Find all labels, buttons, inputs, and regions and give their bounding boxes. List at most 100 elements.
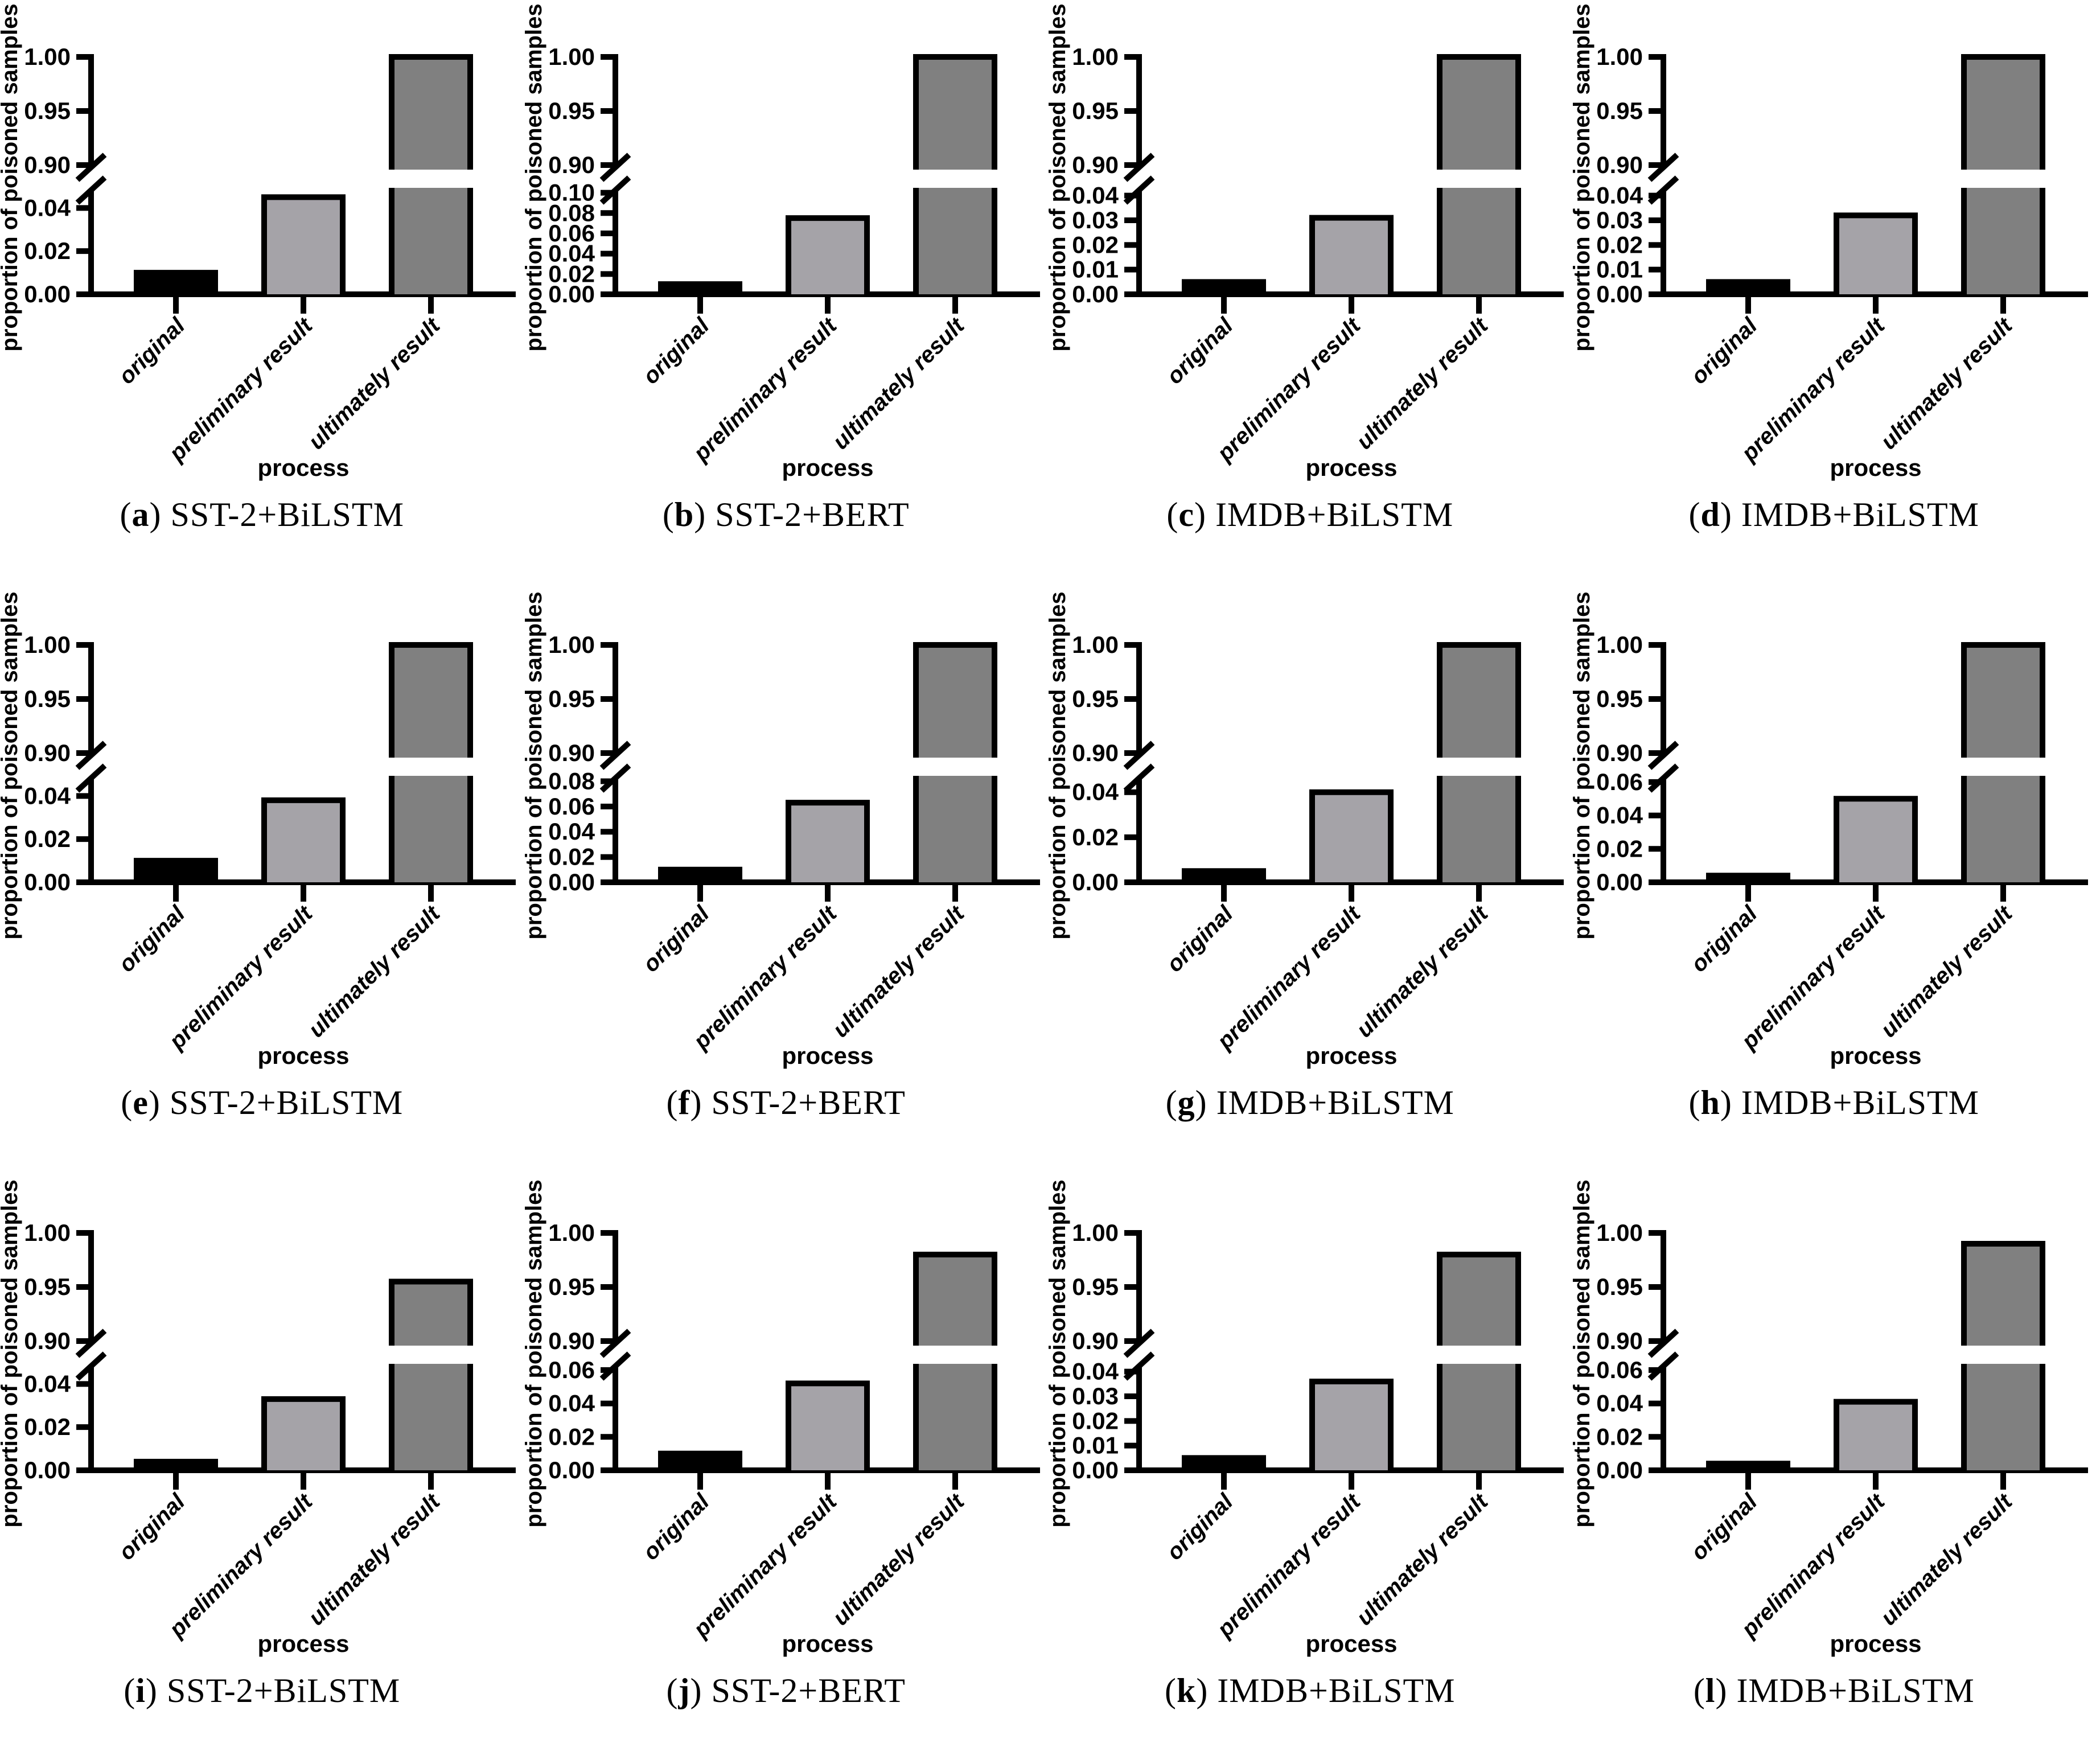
chart-cell: 0.90 0.95 1.00 0.00 0.02 0.04 original prelimin…: [0, 1176, 524, 1764]
y-tick-label: 0.02: [1596, 835, 1643, 862]
y-tick-label: 0.95: [1072, 1273, 1119, 1300]
x-tick-label: ultimately result: [1352, 1488, 1494, 1630]
y-tick-label: 0.02: [1072, 1407, 1119, 1434]
bar-ultimately-result-lower: [1440, 188, 1519, 294]
y-tick-label: 0.90: [24, 1327, 71, 1354]
caption-title: IMDB+BiLSTM: [1741, 1084, 1980, 1121]
bar-original-outline: [657, 281, 742, 294]
bar-preliminary-result-outline: [1833, 1399, 1918, 1470]
chart-caption: (l) IMDB+BiLSTM: [1693, 1672, 1975, 1709]
x-tick-label: preliminary result: [688, 1488, 842, 1642]
bar-ultimately-result-upper: [1963, 1244, 2042, 1346]
y-axis-title: proportion of poisoned samples: [524, 591, 546, 939]
bar-ultimately-result-lower: [1963, 188, 2042, 294]
x-tick-label: preliminary result: [1736, 1488, 1890, 1642]
y-tick-label: 1.00: [548, 1219, 595, 1246]
bar-preliminary-result: [788, 218, 867, 294]
bar-preliminary-result: [1312, 217, 1391, 294]
bar-preliminary-result-outline: [1309, 1379, 1394, 1470]
x-axis-title: process: [258, 1630, 350, 1657]
bar-preliminary-result-outline: [785, 800, 870, 882]
caption-title: SST-2+BERT: [711, 1672, 906, 1709]
bar-ultimately-result-lower: [1963, 776, 2042, 882]
y-tick-label: 0.02: [548, 844, 595, 870]
x-tick-label: preliminary result: [1736, 312, 1890, 466]
y-tick-label: 0.02: [1596, 1423, 1643, 1450]
x-tick-label: preliminary result: [1736, 900, 1890, 1054]
axis-break-icon: [599, 1351, 631, 1381]
y-tick-label: 0.03: [1072, 207, 1119, 233]
caption-letter: i: [135, 1672, 146, 1709]
x-tick-label: preliminary result: [1212, 312, 1366, 466]
y-tick-label: 0.04: [548, 1390, 595, 1417]
y-tick-label: 0.95: [1596, 685, 1643, 712]
x-tick-label: preliminary result: [164, 312, 318, 466]
y-axis-title: proportion of poisoned samples: [0, 591, 22, 939]
y-tick-label: 0.02: [548, 260, 595, 287]
x-tick-label: ultimately result: [1876, 1488, 2017, 1630]
caption-title: SST-2+BERT: [715, 496, 910, 533]
y-tick-label: 0.04: [1072, 182, 1119, 209]
chart-caption: (f) SST-2+BERT: [666, 1084, 906, 1121]
bar-chart: 0.90 0.95 1.00 0.00 0.02 0.04 originalprelimin…: [1048, 591, 1564, 1069]
axis-break-icon: [1123, 763, 1155, 793]
bar-original-outline: [134, 858, 219, 882]
bar-original-outline: [134, 270, 219, 294]
y-axis-title: proportion of poisoned samples: [524, 3, 546, 351]
bar-ultimately-result-lower: [1440, 1364, 1519, 1470]
bar-ultimately-result-lower: [1440, 776, 1519, 882]
chart-cell: 0.90 0.95 1.00 0.00 0.02 0.04 original prelimin…: [0, 0, 524, 588]
y-tick-label: 0.00: [1596, 281, 1643, 307]
bar-preliminary-result: [1312, 792, 1391, 882]
bar-ultimately-result-upper: [1440, 57, 1519, 170]
y-tick-label: 0.03: [1072, 1383, 1119, 1409]
y-tick-label: 0.00: [24, 281, 71, 307]
y-tick-label: 1.00: [1596, 1219, 1643, 1246]
y-tick-label: 0.95: [1072, 685, 1119, 712]
bar-original: [137, 861, 216, 882]
y-tick-label: 0.90: [1596, 151, 1643, 178]
caption-letter: k: [1176, 1672, 1197, 1709]
chart-caption: (a) SST-2+BiLSTM: [120, 496, 404, 533]
caption-letter: l: [1705, 1672, 1716, 1709]
x-tick-label: ultimately result: [1352, 312, 1494, 454]
caption-title: IMDB+BiLSTM: [1216, 1084, 1454, 1121]
bar-preliminary-result-outline: [1833, 212, 1918, 294]
bar-original: [137, 273, 216, 294]
x-axis-title: process: [258, 1042, 350, 1069]
y-tick-label: 0.06: [548, 793, 595, 820]
bar-preliminary-result-outline: [1833, 796, 1918, 882]
y-tick-label: 0.90: [1596, 1327, 1643, 1354]
chart-cell: 0.90 0.95 1.00 0.00 0.02 0.04 0.06 original prel…: [524, 1176, 1049, 1764]
y-tick-label: 0.95: [24, 685, 71, 712]
caption-title: IMDB+BiLSTM: [1736, 1672, 1975, 1709]
axis-break-icon: [75, 1351, 107, 1381]
caption-letter: d: [1700, 496, 1720, 533]
y-tick-label: 1.00: [24, 43, 71, 70]
y-tick-label: 0.95: [548, 685, 595, 712]
bar-original-outline: [657, 1450, 742, 1470]
chart-caption: (k) IMDB+BiLSTM: [1164, 1672, 1456, 1709]
x-tick-label: ultimately result: [1876, 312, 2017, 454]
y-tick-label: 0.04: [1596, 802, 1643, 829]
y-tick-label: 1.00: [548, 631, 595, 658]
caption-title: SST-2+BERT: [711, 1084, 906, 1121]
bar-chart: 0.90 0.95 1.00 0.000.010.020.030.04 original…: [1048, 3, 1564, 481]
y-tick-label: 1.00: [1596, 43, 1643, 70]
caption-letter: h: [1700, 1084, 1720, 1121]
axis-break-icon: [599, 763, 631, 793]
bar-preliminary-result: [788, 1383, 867, 1470]
bar-ultimately-result-upper: [915, 57, 994, 170]
chart-caption: (b) SST-2+BERT: [662, 496, 910, 533]
bar-ultimately-result-upper-outline: [1437, 642, 1522, 758]
y-tick-label: 0.90: [1072, 151, 1119, 178]
y-axis-title: proportion of poisoned samples: [524, 1179, 546, 1527]
bar-ultimately-result-lower: [1963, 1364, 2042, 1470]
caption-letter: b: [674, 496, 694, 533]
bar-preliminary-result: [1836, 215, 1915, 294]
bar-chart: 0.90 0.95 1.00 0.00 0.02 0.04 originalprelimin…: [0, 3, 516, 481]
y-tick-label: 0.95: [548, 97, 595, 124]
bar-original-outline: [1182, 279, 1267, 294]
bar-ultimately-result-upper-outline: [913, 1252, 997, 1346]
